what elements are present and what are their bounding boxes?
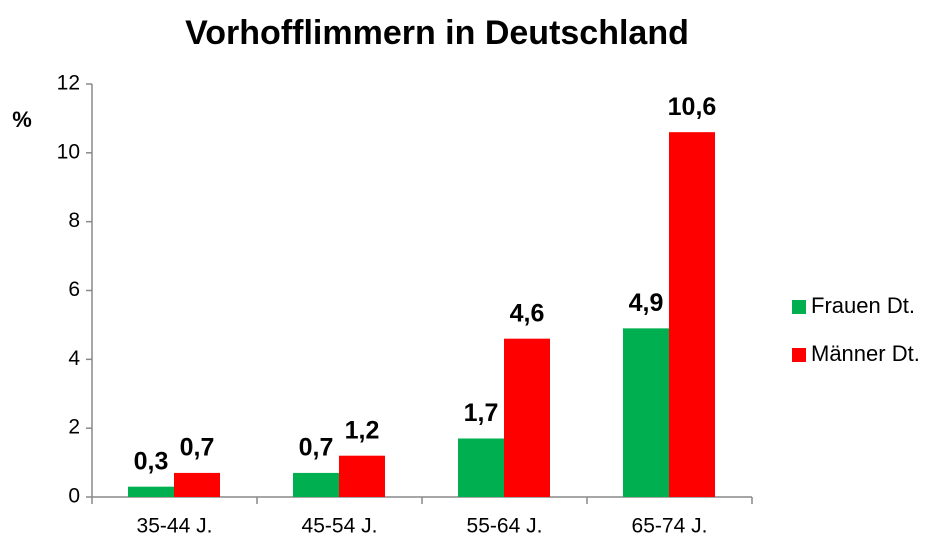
chart-title: Vorhofflimmern in Deutschland	[185, 14, 689, 52]
x-tick-label: 65-74 J.	[632, 515, 708, 538]
bar	[669, 132, 715, 497]
data-label: 0,3	[134, 447, 169, 475]
bar	[458, 438, 504, 497]
y-axis-label: %	[12, 107, 32, 132]
legend-swatch	[792, 348, 806, 362]
bar	[128, 486, 174, 497]
y-tick-label: 4	[68, 347, 80, 370]
bar	[174, 472, 220, 497]
y-tick-label: 6	[68, 278, 80, 301]
y-tick-label: 8	[68, 209, 80, 232]
data-label: 10,6	[668, 93, 717, 121]
x-tick-label: 35-44 J.	[137, 515, 213, 538]
bar	[623, 328, 669, 497]
y-tick-label: 2	[68, 416, 80, 439]
data-label: 4,6	[510, 299, 545, 327]
data-label: 1,2	[345, 416, 380, 444]
y-tick-label: 12	[57, 72, 80, 95]
legend-label: Männer Dt.	[811, 341, 920, 366]
y-tick-label: 0	[68, 485, 80, 508]
legend-label: Frauen Dt.	[811, 293, 915, 318]
x-tick-label: 55-64 J.	[467, 515, 543, 538]
data-label: 0,7	[299, 434, 334, 462]
bar	[504, 338, 550, 497]
bar	[339, 455, 385, 497]
x-tick-label: 45-54 J.	[302, 515, 378, 538]
legend-swatch	[792, 300, 806, 314]
bar	[293, 472, 339, 497]
y-tick-label: 10	[57, 140, 80, 163]
data-label: 0,7	[180, 434, 215, 462]
data-label: 1,7	[464, 399, 499, 427]
data-label: 4,9	[629, 289, 664, 317]
